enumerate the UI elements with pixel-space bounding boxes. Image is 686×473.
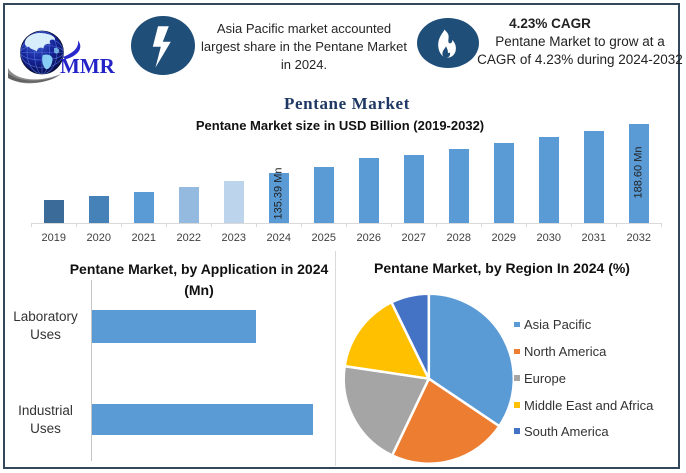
svg-text:MMR: MMR [60,54,116,78]
